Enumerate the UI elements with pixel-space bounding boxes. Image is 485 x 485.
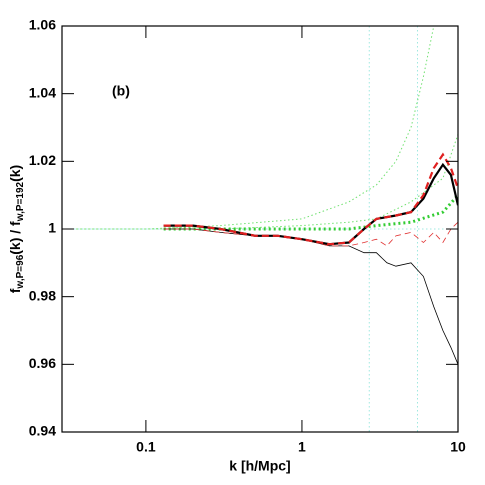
x-tick-label: 10 bbox=[450, 439, 466, 455]
y-tick-label: 0.94 bbox=[29, 423, 56, 439]
y-axis-label-part: w,P=96 bbox=[15, 254, 26, 289]
y-tick-label: 1.02 bbox=[29, 152, 56, 168]
series-line bbox=[163, 152, 458, 246]
y-tick-label: 0.96 bbox=[29, 355, 56, 371]
series-line bbox=[163, 194, 458, 231]
y-axis-label-part: (k) bbox=[7, 165, 23, 182]
y-tick-label: 1 bbox=[48, 220, 56, 236]
y-axis-label-part: (k) / f bbox=[7, 221, 23, 255]
y-axis-label-part: w,P=192 bbox=[15, 181, 26, 222]
y-tick-label: 1.06 bbox=[29, 17, 56, 33]
annotation: (b) bbox=[112, 83, 130, 99]
x-tick-label: 0.1 bbox=[136, 439, 156, 455]
series-line bbox=[64, 26, 435, 230]
y-axis-label-part: f bbox=[7, 288, 23, 293]
series-line bbox=[163, 228, 458, 365]
series-line bbox=[163, 221, 458, 247]
x-axis-label: k [h/Mpc] bbox=[229, 458, 290, 474]
series-line bbox=[64, 134, 458, 230]
y-axis-label: fw,P=96(k) / fw,P=192(k) bbox=[7, 165, 26, 293]
x-tick-label: 1 bbox=[298, 439, 306, 455]
y-tick-label: 1.04 bbox=[29, 84, 56, 100]
y-tick-label: 0.98 bbox=[29, 287, 56, 303]
series-line bbox=[163, 162, 458, 246]
